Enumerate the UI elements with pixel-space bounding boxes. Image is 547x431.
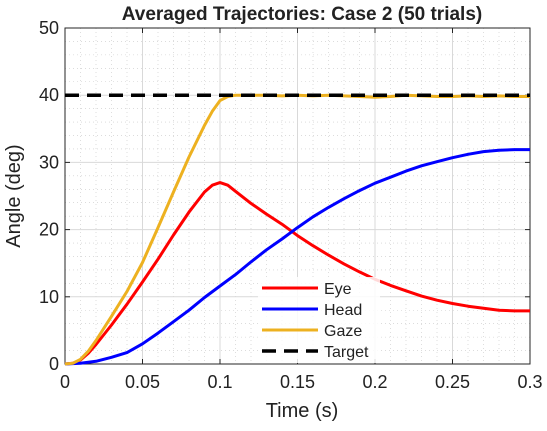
y-tick-label: 50 xyxy=(39,18,59,38)
x-tick-label: 0 xyxy=(60,372,70,392)
x-tick-label: 0.1 xyxy=(207,372,232,392)
y-tick-label: 10 xyxy=(39,287,59,307)
y-tick-label: 30 xyxy=(39,152,59,172)
tick-labels: 0 0.05 0.1 0.15 0.2 0.25 0.3 0 10 20 30 40 50 xyxy=(39,18,543,392)
y-axis-label: Angle (deg) xyxy=(3,144,25,247)
y-tick-label: 40 xyxy=(39,85,59,105)
legend-box xyxy=(258,277,380,363)
x-tick-label: 0.15 xyxy=(280,372,315,392)
x-tick-label: 0.25 xyxy=(435,372,470,392)
series-line-eye xyxy=(64,181,530,366)
x-tick-label: 0.05 xyxy=(125,372,160,392)
legend-label-gaze: Gaze xyxy=(324,323,362,340)
series-lines xyxy=(64,93,530,366)
series-line-head xyxy=(64,148,530,366)
legend-label-eye: Eye xyxy=(324,281,352,298)
legend-label-target: Target xyxy=(324,344,369,361)
x-tick-label: 0.2 xyxy=(362,372,387,392)
chart-title: Averaged Trajectories: Case 2 (50 trials… xyxy=(122,4,482,25)
legend-label-head: Head xyxy=(324,302,362,319)
legend: Eye Head Gaze Target xyxy=(258,277,380,363)
x-tick-label: 0.3 xyxy=(517,372,542,392)
y-tick-label: 0 xyxy=(49,354,59,374)
x-axis-label: Time (s) xyxy=(266,400,339,422)
y-tick-label: 20 xyxy=(39,220,59,240)
